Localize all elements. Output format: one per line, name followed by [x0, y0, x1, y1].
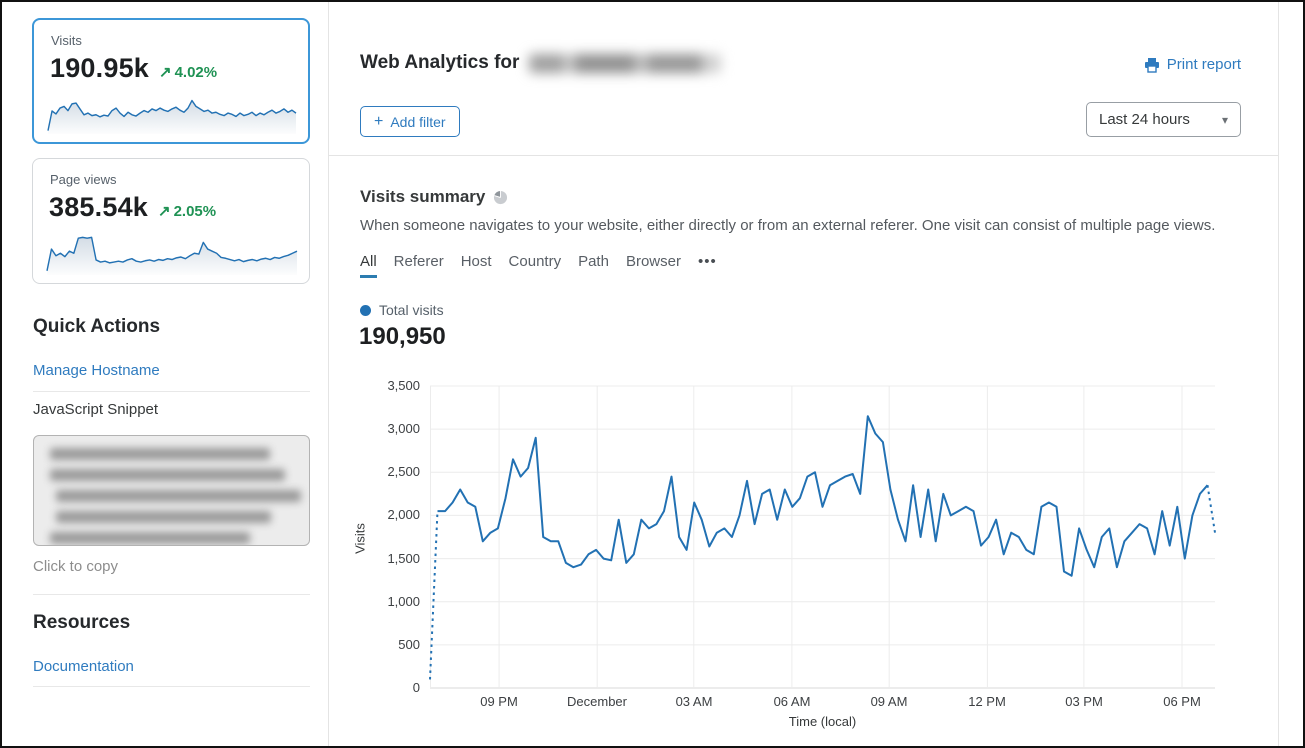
metric-card-visits[interactable]: Visits 190.95k ↗ 4.02%	[32, 18, 310, 144]
x-tick-label: 06 AM	[773, 694, 811, 709]
y-tick-label: 1,000	[387, 594, 420, 609]
chevron-down-icon: ▾	[1221, 112, 1228, 127]
time-range-dropdown[interactable]: Last 24 hours ▾	[1086, 102, 1241, 137]
trend-up-icon: ↗	[158, 203, 171, 220]
y-tick-label: 500	[398, 637, 420, 652]
x-tick-label: 03 AM	[675, 694, 713, 709]
y-tick-label: 2,000	[387, 507, 420, 522]
page-title: Web Analytics for	[360, 52, 520, 73]
visits-sparkline	[47, 88, 297, 134]
tab-referer[interactable]: Referer	[393, 253, 444, 270]
x-tick-label: 09 PM	[480, 694, 518, 709]
divider	[329, 155, 1279, 156]
summary-tabs: All Referer Host Country Path Browser ••…	[360, 253, 717, 278]
y-tick-label: 3,500	[387, 378, 420, 393]
click-to-copy-hint: Click to copy	[33, 558, 119, 575]
divider	[33, 594, 310, 595]
add-filter-button[interactable]: + Add filter	[360, 106, 460, 137]
legend-dot-icon	[360, 304, 371, 316]
pageviews-sparkline	[46, 229, 298, 275]
visits-chart-svg	[429, 385, 1216, 689]
chart-legend: Total visits	[360, 302, 444, 318]
trend-up-icon: ↗	[159, 64, 172, 81]
x-tick-label: December	[567, 694, 627, 709]
metric-delta: ↗ 2.05%	[158, 203, 217, 220]
tab-more-icon[interactable]: •••	[697, 253, 717, 270]
documentation-link[interactable]: Documentation	[33, 658, 134, 675]
tab-all[interactable]: All	[360, 253, 377, 278]
printer-icon	[1144, 57, 1159, 73]
y-tick-label: 0	[412, 680, 420, 695]
resources-heading: Resources	[33, 612, 131, 633]
print-report-button[interactable]: Print report	[1144, 56, 1241, 73]
tab-host[interactable]: Host	[460, 253, 492, 270]
panel-right-border	[1278, 2, 1279, 746]
tab-path[interactable]: Path	[578, 253, 609, 270]
x-tick-label: 06 PM	[1163, 694, 1201, 709]
x-tick-label: 03 PM	[1065, 694, 1103, 709]
divider	[33, 686, 310, 687]
manage-hostname-link[interactable]: Manage Hostname	[33, 362, 160, 379]
y-tick-label: 2,500	[387, 464, 420, 479]
visits-summary-description: When someone navigates to your website, …	[360, 217, 1216, 234]
metric-label: Page views	[50, 172, 117, 187]
y-tick-label: 1,500	[387, 551, 420, 566]
metric-card-page-views[interactable]: Page views 385.54k ↗ 2.05%	[32, 158, 310, 284]
metric-delta: ↗ 4.02%	[159, 64, 218, 81]
tab-country[interactable]: Country	[508, 253, 562, 270]
visits-summary-title: Visits summary	[360, 187, 486, 206]
divider	[33, 391, 310, 392]
y-axis-ticks: 0 500 1,000 1,500 2,000 2,500 3,000 3,500	[355, 378, 420, 695]
sparkline-path	[46, 236, 298, 271]
tab-browser[interactable]: Browser	[625, 253, 681, 270]
metric-label: Visits	[51, 33, 82, 48]
panel-left-border	[328, 2, 329, 746]
metric-value: 385.54k	[49, 192, 148, 222]
javascript-snippet-label: JavaScript Snippet	[33, 401, 159, 418]
javascript-snippet-box[interactable]	[33, 435, 310, 546]
quick-actions-heading: Quick Actions	[33, 316, 161, 337]
sparkline-path	[47, 99, 297, 131]
pie-chart-icon	[494, 190, 508, 204]
x-tick-label: 09 AM	[870, 694, 908, 709]
x-axis-title: Time (local)	[788, 714, 857, 729]
total-visits-value: 190,950	[359, 323, 446, 350]
y-axis-title: Visits	[352, 523, 368, 554]
plus-icon: +	[374, 112, 384, 130]
visits-line-chart: 0 500 1,000 1,500 2,000 2,500 3,000 3,500 09 PM…	[353, 378, 1216, 729]
redacted-domain	[529, 53, 722, 73]
x-tick-label: 12 PM	[968, 694, 1006, 709]
y-tick-label: 3,000	[387, 421, 420, 436]
legend-label: Total visits	[379, 302, 444, 318]
metric-value: 190.95k	[50, 53, 149, 83]
